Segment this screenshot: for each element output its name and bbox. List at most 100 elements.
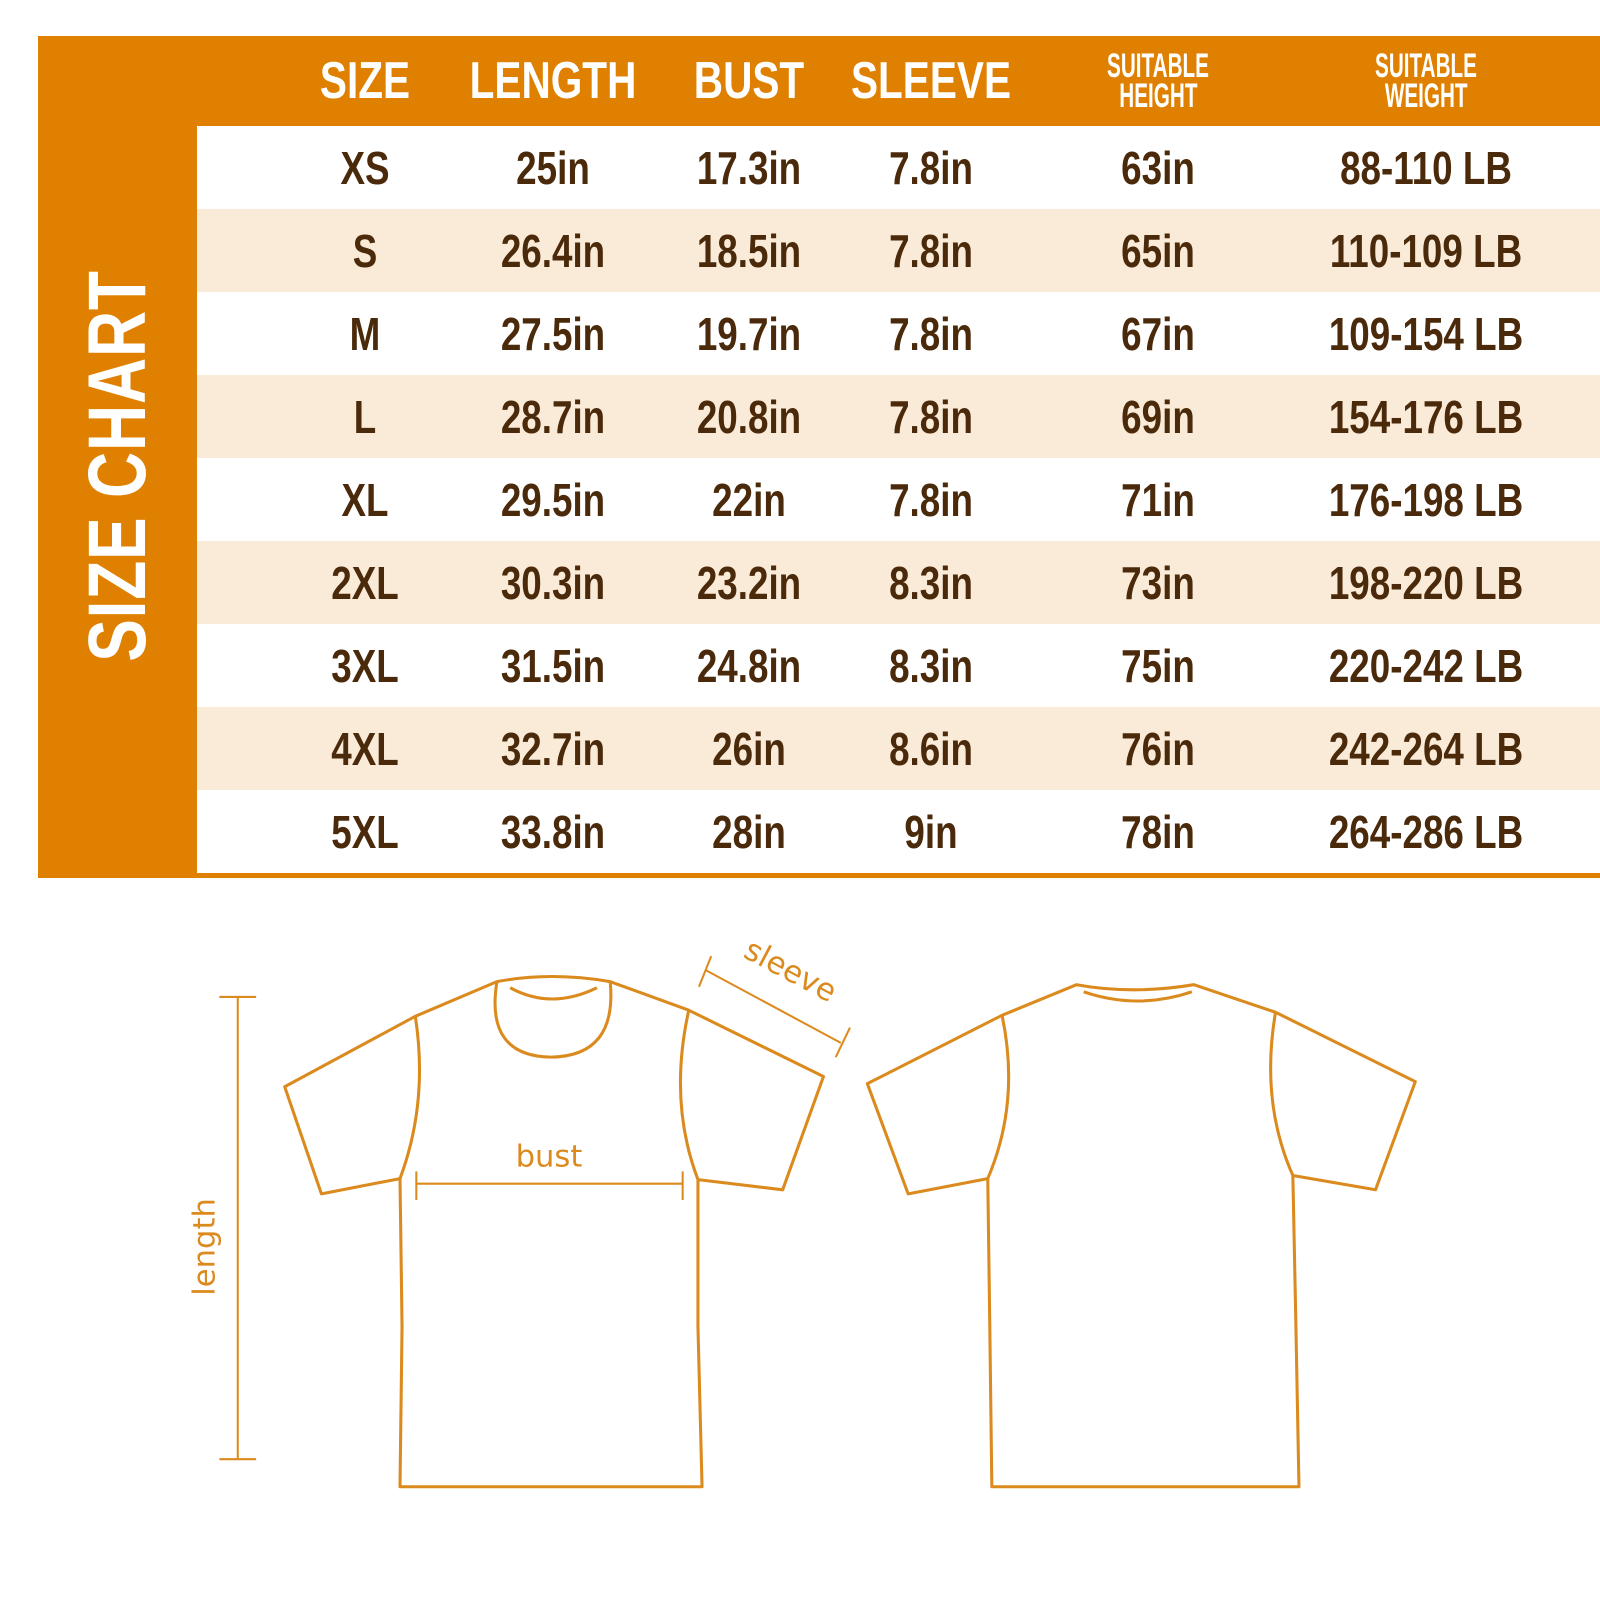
table-row: L 28.7in 20.8in 7.8in 69in 154-176 LB bbox=[197, 375, 1600, 458]
cell-height: 63in bbox=[1112, 126, 1204, 209]
cell-length: 27.5in bbox=[488, 292, 618, 375]
header-height-line1: SUITABLE bbox=[1107, 47, 1209, 85]
header-weight-line1: SUITABLE bbox=[1375, 47, 1477, 85]
cell-sleeve: 7.8in bbox=[879, 375, 984, 458]
cell-size-text: S bbox=[352, 224, 378, 277]
table-row: S 26.4in 18.5in 7.8in 65in 110-109 LB bbox=[197, 209, 1600, 292]
header-bust: BUST bbox=[678, 36, 820, 126]
cell-weight-text: 110-109 LB bbox=[1329, 224, 1523, 277]
header-weight-text: SUITABLE WEIGHT bbox=[1361, 47, 1492, 115]
cell-length-text: 33.8in bbox=[500, 805, 606, 858]
cell-weight: 198-220 LB bbox=[1305, 541, 1548, 624]
cell-length: 26.4in bbox=[488, 209, 618, 292]
cell-sleeve-text: 7.8in bbox=[889, 473, 973, 526]
cell-weight-text: 242-264 LB bbox=[1328, 722, 1524, 775]
cell-height-text: 63in bbox=[1121, 141, 1195, 194]
cell-length: 25in bbox=[507, 126, 599, 209]
cell-height-text: 67in bbox=[1121, 307, 1195, 360]
header-suitable-weight: SUITABLE WEIGHT bbox=[1342, 36, 1509, 126]
cell-sleeve: 8.3in bbox=[879, 624, 984, 707]
cell-height-text: 73in bbox=[1121, 556, 1195, 609]
header-length: LENGTH bbox=[446, 36, 660, 126]
cell-bust-text: 18.5in bbox=[696, 224, 802, 277]
cell-height-text: 75in bbox=[1121, 639, 1195, 692]
cell-weight: 176-198 LB bbox=[1305, 458, 1548, 541]
cell-weight-text: 198-220 LB bbox=[1328, 556, 1524, 609]
cell-length: 31.5in bbox=[488, 624, 618, 707]
cell-size-text: 3XL bbox=[331, 639, 399, 692]
cell-size-text: 4XL bbox=[331, 722, 399, 775]
cell-length-text: 30.3in bbox=[500, 556, 606, 609]
cell-size: L bbox=[351, 375, 379, 458]
cell-bust: 22in bbox=[703, 458, 795, 541]
cell-length: 32.7in bbox=[488, 707, 618, 790]
header-height-line2: HEIGHT bbox=[1118, 77, 1198, 115]
cell-size: M bbox=[346, 292, 384, 375]
header-sleeve-text: SLEEVE bbox=[850, 52, 1012, 110]
bust-label: bust bbox=[516, 1139, 583, 1174]
cell-weight-text: 109-154 LB bbox=[1328, 307, 1524, 360]
cell-bust: 19.7in bbox=[684, 292, 814, 375]
cell-sleeve: 7.8in bbox=[879, 209, 984, 292]
cell-sleeve: 8.3in bbox=[879, 541, 984, 624]
header-suitable-height: SUITABLE HEIGHT bbox=[1074, 36, 1241, 126]
table-row: XL 29.5in 22in 7.8in 71in 176-198 LB bbox=[197, 458, 1600, 541]
cell-sleeve: 7.8in bbox=[879, 126, 984, 209]
cell-height: 76in bbox=[1112, 707, 1204, 790]
cell-height-text: 69in bbox=[1121, 390, 1195, 443]
cell-length-text: 27.5in bbox=[500, 307, 606, 360]
sleeve-label: sleeve bbox=[738, 932, 842, 1009]
header-size-text: SIZE bbox=[319, 52, 411, 110]
back-tshirt-outline bbox=[865, 983, 1417, 1489]
cell-weight: 109-154 LB bbox=[1305, 292, 1548, 375]
cell-size-text: 2XL bbox=[331, 556, 399, 609]
size-chart-table: SIZE CHART SIZE LENGTH BUST SLEEVE SUITA… bbox=[38, 36, 1600, 878]
cell-weight: 264-286 LB bbox=[1305, 790, 1548, 873]
header-length-text: LENGTH bbox=[469, 52, 637, 110]
cell-sleeve-text: 8.3in bbox=[889, 639, 973, 692]
table-row: M 27.5in 19.7in 7.8in 67in 109-154 LB bbox=[197, 292, 1600, 375]
table-header: SIZE LENGTH BUST SLEEVE SUITABLE HEIGHT S… bbox=[38, 36, 1600, 126]
header-weight-line2: WEIGHT bbox=[1384, 77, 1468, 115]
sleeve-measure-cap-right bbox=[834, 1027, 851, 1058]
cell-weight: 220-242 LB bbox=[1305, 624, 1548, 707]
cell-bust-text: 26in bbox=[712, 722, 786, 775]
cell-bust-text: 19.7in bbox=[696, 307, 802, 360]
cell-sleeve-text: 7.8in bbox=[889, 390, 973, 443]
sleeve-measure-cap-left bbox=[698, 955, 713, 988]
cell-sleeve-text: 9in bbox=[904, 805, 958, 858]
cell-length-text: 26.4in bbox=[500, 224, 606, 277]
table-row: 3XL 31.5in 24.8in 8.3in 75in 220-242 LB bbox=[197, 624, 1600, 707]
table-row: 2XL 30.3in 23.2in 8.3in 73in 198-220 LB bbox=[197, 541, 1600, 624]
cell-bust: 23.2in bbox=[684, 541, 814, 624]
cell-size-text: XL bbox=[341, 473, 389, 526]
cell-sleeve-text: 7.8in bbox=[889, 224, 973, 277]
cell-sleeve: 9in bbox=[898, 790, 964, 873]
cell-height-text: 78in bbox=[1121, 805, 1195, 858]
header-bust-text: BUST bbox=[693, 52, 805, 110]
cell-sleeve-text: 8.3in bbox=[889, 556, 973, 609]
cell-bust: 17.3in bbox=[684, 126, 814, 209]
cell-size-text: XS bbox=[340, 141, 390, 194]
cell-bust-text: 20.8in bbox=[696, 390, 802, 443]
cell-size: 4XL bbox=[323, 707, 407, 790]
cell-size: 5XL bbox=[323, 790, 407, 873]
cell-height: 67in bbox=[1112, 292, 1204, 375]
cell-sleeve: 8.6in bbox=[879, 707, 984, 790]
cell-height-text: 71in bbox=[1121, 473, 1195, 526]
cell-bust-text: 24.8in bbox=[696, 639, 802, 692]
cell-size-text: 5XL bbox=[331, 805, 399, 858]
cell-bust: 18.5in bbox=[684, 209, 814, 292]
cell-length-text: 32.7in bbox=[500, 722, 606, 775]
cell-bust-text: 28in bbox=[712, 805, 786, 858]
cell-height: 78in bbox=[1112, 790, 1204, 873]
table-body: XS 25in 17.3in 7.8in 63in 88-110 LB S 26.4in 18.… bbox=[197, 126, 1600, 873]
cell-length: 33.8in bbox=[488, 790, 618, 873]
cell-weight: 88-110 LB bbox=[1319, 126, 1534, 209]
table-row: XS 25in 17.3in 7.8in 63in 88-110 LB bbox=[197, 126, 1600, 209]
cell-height-text: 76in bbox=[1121, 722, 1195, 775]
header-height-text: SUITABLE HEIGHT bbox=[1093, 47, 1224, 115]
cell-bust: 24.8in bbox=[684, 624, 814, 707]
cell-weight: 154-176 LB bbox=[1305, 375, 1548, 458]
